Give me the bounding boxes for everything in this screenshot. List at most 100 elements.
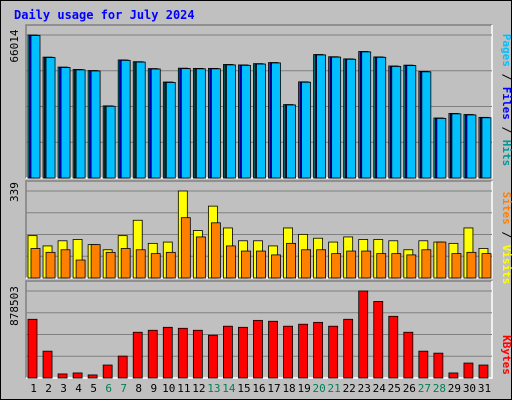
day-label: 7 xyxy=(120,382,127,395)
day-label: 11 xyxy=(177,382,190,395)
visits-sites-bar xyxy=(210,222,221,279)
hits-pages-bar xyxy=(436,118,447,179)
hits-pages-bar xyxy=(421,71,432,179)
kbytes-kbytes-bar xyxy=(268,320,278,379)
hits-pages-bar xyxy=(241,64,251,179)
hits-pages-bar xyxy=(331,56,342,179)
hits-pages-bar xyxy=(286,104,296,179)
visits-sites-bar xyxy=(376,253,387,279)
hits-pages-bar xyxy=(75,69,86,179)
day-label: 2 xyxy=(45,382,52,395)
visits-sites-bar xyxy=(406,254,417,279)
visits-sites-bar xyxy=(466,251,477,279)
kbytes-kbytes-bar xyxy=(253,319,263,379)
hits-pages-bar xyxy=(391,66,402,179)
day-label: 17 xyxy=(267,382,280,395)
visits-max-label: 339 xyxy=(8,182,21,202)
kbytes-kbytes-bar xyxy=(238,326,248,379)
kbytes-kbytes-bar xyxy=(403,331,414,379)
hits-pages-bar xyxy=(60,67,71,179)
day-label: 3 xyxy=(60,382,67,395)
visits-bars xyxy=(27,190,492,279)
day-label: 31 xyxy=(478,382,491,395)
day-label: 20 xyxy=(313,382,326,395)
legend-entry-files: Files xyxy=(500,87,512,120)
kbytes-kbytes-bar xyxy=(418,350,429,379)
day-label: 24 xyxy=(373,382,387,395)
day-label: 14 xyxy=(222,382,236,395)
hits-pages-bar xyxy=(256,63,266,179)
hits-pages-bar xyxy=(316,54,327,179)
visits-sites-bar xyxy=(271,254,281,279)
visits-sites-bar xyxy=(90,244,101,279)
hits-pages-bar xyxy=(180,68,191,179)
visits-sites-bar xyxy=(346,250,357,279)
hits-panel-shadow xyxy=(25,24,492,178)
kbytes-kbytes-bar xyxy=(57,373,68,379)
visits-sites-bar xyxy=(361,250,372,279)
visits-sites-bar xyxy=(226,245,236,279)
visits-sites-bar xyxy=(195,236,206,279)
hits-pages-bar xyxy=(451,113,462,179)
day-tick-labels: 1 2 3 4 5 6 7 8 9 10 11 12 13 14 15 16 17 18 19 20 21 22 23 24 2… xyxy=(30,382,491,395)
hits-pages-bar xyxy=(346,58,357,179)
visits-sites-bar xyxy=(421,249,432,279)
hits-pages-bar xyxy=(301,81,311,179)
visits-sites-bar xyxy=(301,249,311,279)
legend-entry-sites: Sites xyxy=(500,192,512,225)
hits-pages-bar xyxy=(90,70,101,179)
axis-max-labels: 66014 339 878503 xyxy=(8,29,21,326)
visits-sites-bar xyxy=(316,249,327,279)
visits-sites-bar xyxy=(241,250,251,279)
kbytes-kbytes-bar xyxy=(162,326,173,379)
kbytes-kbytes-bar xyxy=(358,290,369,379)
kbytes-kbytes-bar xyxy=(207,334,218,379)
legend-entry-kbytes: KBytes xyxy=(500,335,512,375)
hits-pages-bar xyxy=(105,105,116,179)
hits-pages-bar xyxy=(30,35,41,179)
visits-sites-bar xyxy=(481,253,492,279)
hits-pages-bar xyxy=(120,59,131,179)
kbytes-kbytes-bar xyxy=(223,325,233,379)
visits-panel-shadow xyxy=(25,180,492,278)
kbytes-kbytes-bar xyxy=(132,331,143,379)
legends: Pages / Files / Hits Sites / Visits KBytes xyxy=(500,34,512,375)
day-label: 5 xyxy=(90,382,97,395)
kbytes-kbytes-bar xyxy=(343,318,354,379)
kbytes-kbytes-bar xyxy=(478,364,489,379)
visits-sites-bar xyxy=(180,217,191,279)
day-label: 15 xyxy=(237,382,250,395)
visits-sites-bar xyxy=(436,241,447,279)
hits-pages-bar xyxy=(406,65,417,179)
hits-bars xyxy=(27,34,492,179)
day-label: 18 xyxy=(282,382,295,395)
chart-title: Daily usage for July 2024 xyxy=(14,8,195,22)
kbytes-panel-shadow xyxy=(25,280,492,378)
visits-sites-bar xyxy=(451,253,462,279)
day-label: 1 xyxy=(30,382,37,395)
day-label: 9 xyxy=(150,382,157,395)
hits-pages-bar xyxy=(195,68,206,179)
hits-pages-bar xyxy=(271,62,281,179)
day-label: 6 xyxy=(105,382,112,395)
hits-max-label: 66014 xyxy=(8,29,21,62)
legend-separator: / xyxy=(500,67,512,87)
visits-sites-bar xyxy=(331,253,342,279)
day-label: 8 xyxy=(135,382,142,395)
kbytes-kbytes-bar xyxy=(117,355,128,379)
kbytes-kbytes-bar xyxy=(102,364,113,379)
kbytes-kbytes-bar xyxy=(27,318,38,379)
day-label: 22 xyxy=(343,382,356,395)
day-label: 10 xyxy=(162,382,175,395)
hits-legend: Pages / Files / Hits xyxy=(500,34,512,167)
hits-pages-bar xyxy=(135,61,146,179)
visits-sites-bar xyxy=(105,251,116,279)
visits-sites-bar xyxy=(60,249,71,279)
legend-separator: / xyxy=(500,225,512,245)
kbytes-kbytes-bar xyxy=(87,374,98,379)
hits-pages-bar xyxy=(226,64,236,179)
legend-entry-hits: Hits xyxy=(500,140,512,167)
day-label: 4 xyxy=(75,382,82,395)
day-label: 30 xyxy=(463,382,476,395)
kbytes-legend: KBytes xyxy=(500,335,512,375)
